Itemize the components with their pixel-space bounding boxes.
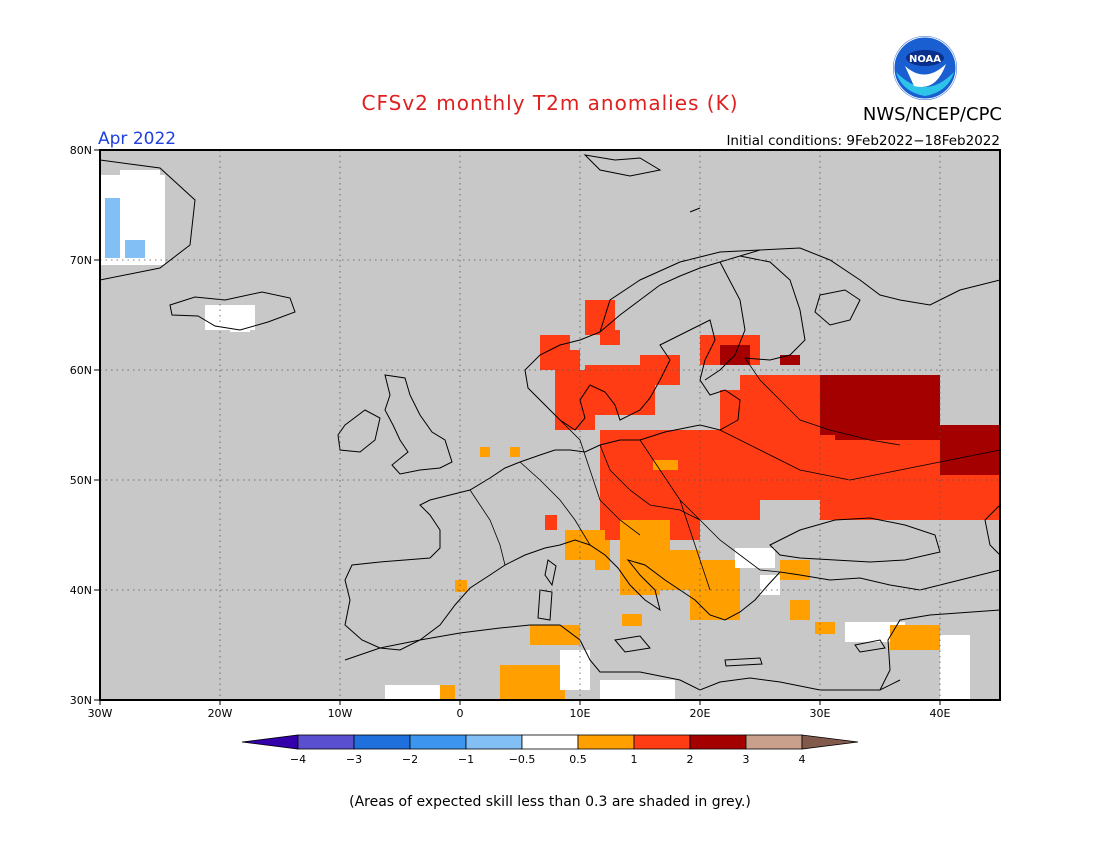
colorbar-tick-label: 1 xyxy=(631,753,638,766)
colorbar-tick-label: −3 xyxy=(346,753,362,766)
anomaly-cell xyxy=(440,685,455,700)
anomaly-map: 80N 70N 60N 50N 40N 30N 30W 20W 10W 0 10E 20E 30E 40… xyxy=(70,144,1001,720)
colorbar-segment xyxy=(577,734,635,750)
anomaly-cell xyxy=(585,300,615,335)
lon-label: 40E xyxy=(930,707,951,720)
colorbar-tick-label: 0.5 xyxy=(569,753,587,766)
forecast-month: Apr 2022 xyxy=(98,129,176,149)
lat-label: 80N xyxy=(70,144,92,157)
map-title: CFSv2 monthly T2m anomalies (K) xyxy=(362,91,739,115)
lon-label: 10W xyxy=(328,707,353,720)
anomaly-cell xyxy=(480,447,490,457)
agency-label: NWS/NCEP/CPC xyxy=(863,104,1002,125)
colorbar-segment xyxy=(409,734,467,750)
colorbar-segment xyxy=(297,734,355,750)
lon-label: 0 xyxy=(457,707,464,720)
anomaly-cell xyxy=(125,240,145,258)
anomaly-cell xyxy=(780,560,810,580)
anomaly-cell xyxy=(735,548,775,568)
initial-conditions: Initial conditions: 9Feb2022−18Feb2022 xyxy=(726,133,1000,149)
longitude-labels: 30W 20W 10W 0 10E 20E 30E 40E xyxy=(88,700,951,720)
skill-footnote: (Areas of expected skill less than 0.3 a… xyxy=(349,794,751,810)
lat-label: 50N xyxy=(70,474,92,487)
anomaly-cell xyxy=(790,600,810,620)
lat-label: 30N xyxy=(70,694,92,707)
lon-label: 10E xyxy=(570,707,591,720)
anomaly-cell xyxy=(600,330,620,345)
anomaly-cell xyxy=(560,650,590,690)
anomaly-cell xyxy=(700,430,760,520)
anomaly-cell xyxy=(890,625,940,650)
anomaly-cell xyxy=(530,625,580,645)
map-frame xyxy=(99,149,1001,701)
latitude-labels: 80N 70N 60N 50N 40N 30N xyxy=(70,144,100,707)
colorbar-max-arrow xyxy=(801,734,859,750)
colorbar-tick-label: 4 xyxy=(799,753,806,766)
anomaly-cell xyxy=(545,515,557,530)
lat-label: 60N xyxy=(70,364,92,377)
lon-label: 20E xyxy=(690,707,711,720)
colorbar-tick-label: −4 xyxy=(290,753,306,766)
colorbar-tick-label: −2 xyxy=(402,753,418,766)
anomaly-cell xyxy=(622,614,642,626)
anomaly-cell xyxy=(940,635,970,700)
anomaly-cell xyxy=(815,622,835,634)
anomaly-cell xyxy=(600,680,675,700)
colorbar-segment xyxy=(353,734,411,750)
anomaly-cell xyxy=(610,470,640,520)
anomaly-cell xyxy=(120,170,160,178)
anomaly-cell xyxy=(105,198,120,258)
colorbar-min-arrow xyxy=(241,734,299,750)
anomaly-cell xyxy=(653,460,678,470)
anomaly-cell xyxy=(940,475,1000,520)
anomaly-cell xyxy=(455,580,467,592)
noaa-logo-icon: NOAA xyxy=(893,36,957,100)
anomaly-cell xyxy=(510,447,520,457)
anomaly-cell xyxy=(820,375,940,435)
colorbar-segment xyxy=(745,734,803,750)
lon-label: 30W xyxy=(88,707,113,720)
anomaly-cell xyxy=(700,585,730,615)
colorbar: −4 −3 −2 −1 −0.5 0.5 1 2 3 4 xyxy=(241,734,859,766)
anomaly-cell xyxy=(560,350,580,375)
colorbar-tick-label: 2 xyxy=(687,753,694,766)
lon-label: 20W xyxy=(208,707,233,720)
anomaly-cell xyxy=(940,425,1000,475)
anomaly-cell xyxy=(385,685,445,700)
colorbar-segment xyxy=(633,734,691,750)
colorbar-tick-label: −0.5 xyxy=(509,753,536,766)
map-gridlines xyxy=(100,150,1000,700)
colorbar-segment xyxy=(689,734,747,750)
anomaly-cell xyxy=(595,540,610,570)
colorbar-segment xyxy=(521,734,579,750)
noaa-logo-text: NOAA xyxy=(909,54,941,65)
colorbar-tick-label: 3 xyxy=(743,753,750,766)
anomaly-cell xyxy=(620,575,660,595)
lon-label: 30E xyxy=(810,707,831,720)
anomaly-cell xyxy=(780,355,800,365)
lat-label: 70N xyxy=(70,254,92,267)
anomaly-cell xyxy=(500,665,565,700)
colorbar-segment xyxy=(465,734,523,750)
lat-label: 40N xyxy=(70,584,92,597)
colorbar-tick-label: −1 xyxy=(458,753,474,766)
anomaly-cell xyxy=(760,575,780,595)
coastlines xyxy=(100,154,1000,691)
